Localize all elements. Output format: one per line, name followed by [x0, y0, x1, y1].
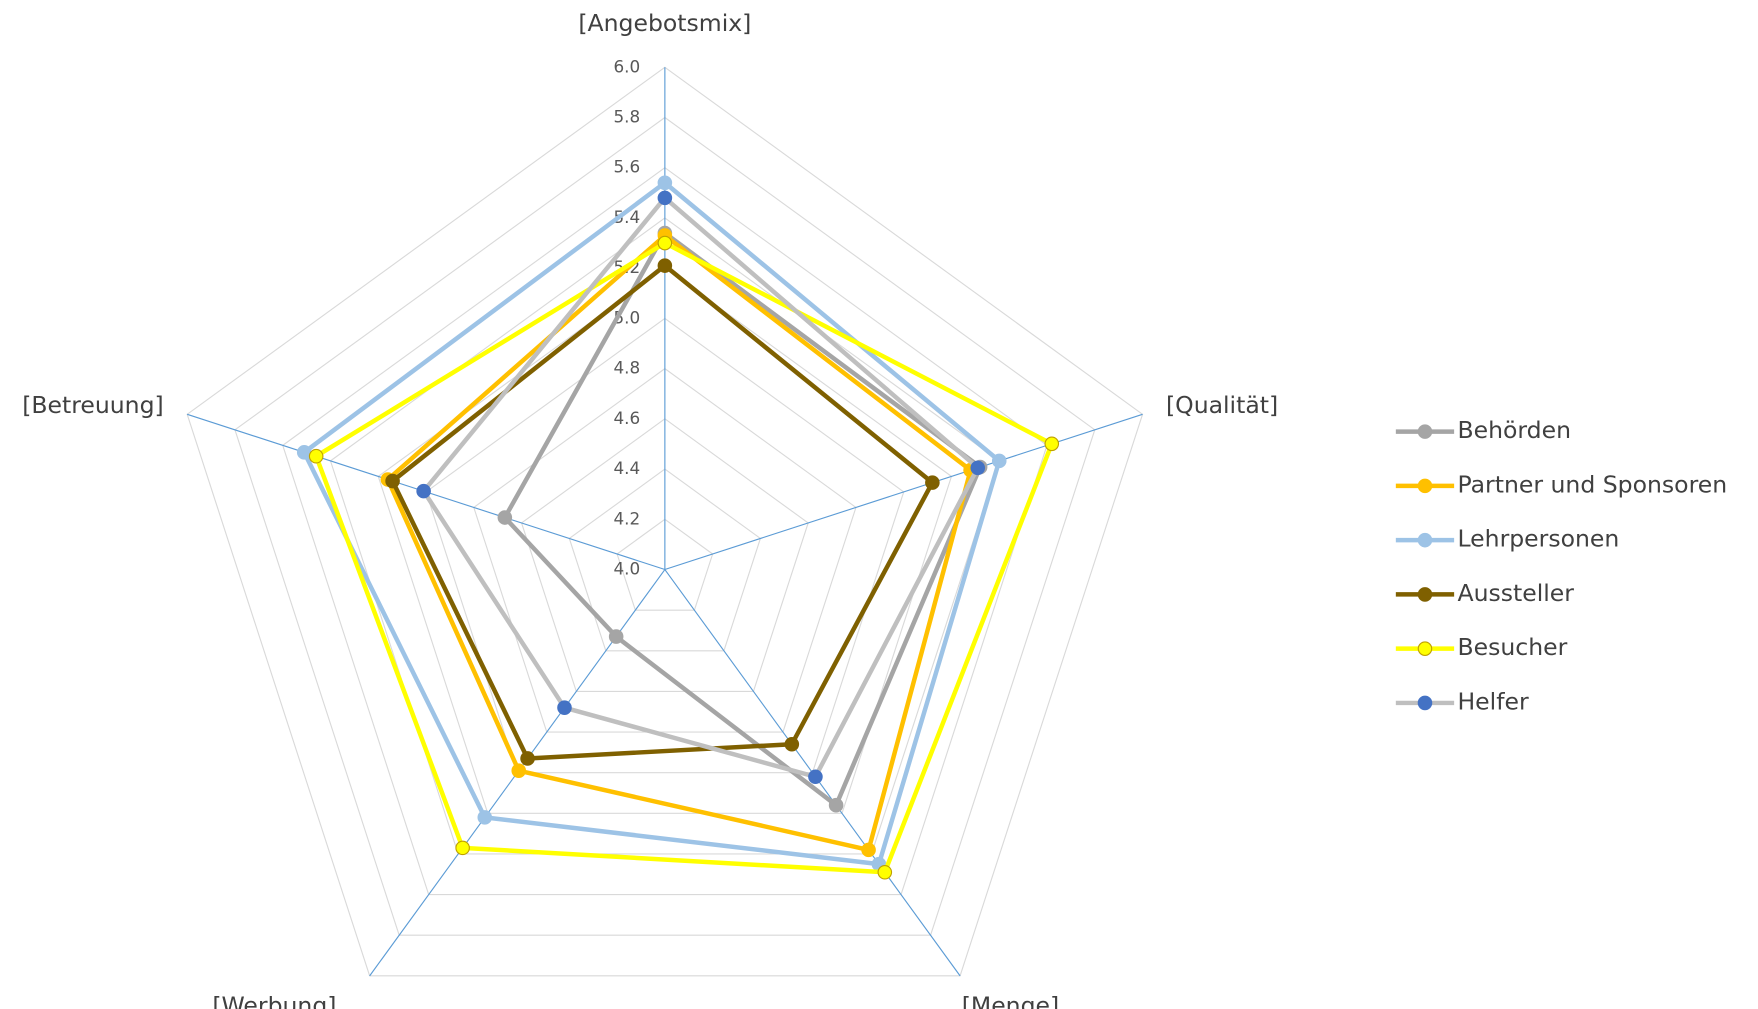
data-point: [477, 810, 493, 825]
r-tick-label: 6.0: [613, 56, 640, 76]
r-tick-label: 5.6: [613, 157, 640, 177]
data-point: [657, 258, 673, 273]
legend-marker: [1417, 695, 1433, 711]
data-point: [416, 483, 431, 499]
legend-marker: [1417, 641, 1433, 656]
axis-label: [Menge]: [962, 992, 1059, 1009]
data-point: [657, 235, 673, 251]
axis-spoke: [664, 413, 1143, 571]
r-tick-label: 4.8: [613, 358, 640, 378]
data-point: [511, 763, 527, 778]
data-point: [784, 736, 800, 752]
legend-label: Helfer: [1457, 687, 1528, 715]
data-point: [657, 175, 673, 191]
axis-label: [Qualität]: [1166, 391, 1278, 419]
legend-label: Lehrpersonen: [1457, 525, 1619, 553]
grid-line: [425, 317, 905, 774]
grid-line: [282, 167, 1048, 896]
series-line: [390, 263, 935, 761]
legend-label: Partner und Sponsoren: [1457, 470, 1727, 498]
r-tick-label: 4.2: [613, 508, 640, 528]
data-point: [808, 769, 823, 785]
r-tick-label: 4.6: [613, 408, 640, 428]
data-point: [877, 864, 893, 880]
grid-line: [473, 367, 857, 733]
data-point: [497, 510, 513, 525]
data-point: [991, 453, 1007, 469]
data-point: [557, 700, 572, 715]
data-point: [608, 629, 624, 644]
series-line: [301, 180, 1002, 867]
series-line: [313, 240, 1055, 875]
legend-label: Aussteller: [1457, 579, 1574, 607]
data-point: [657, 190, 673, 206]
axis-label: [Angebotsmix]: [578, 9, 751, 37]
data-point: [925, 475, 940, 490]
legend-label: Behörden: [1457, 416, 1571, 444]
legend-marker: [1417, 478, 1433, 494]
grid-line: [616, 518, 714, 611]
r-tick-label: 5.4: [613, 207, 640, 227]
series-line: [385, 233, 973, 853]
legend-label: Besucher: [1457, 633, 1567, 661]
r-tick-label: 4.0: [613, 559, 640, 579]
grid-line: [186, 66, 1144, 977]
grid-line: [568, 468, 762, 652]
series-line: [421, 195, 980, 779]
r-tick-label: 4.4: [613, 458, 640, 478]
grid-line: [377, 267, 953, 814]
data-point: [970, 460, 986, 476]
legend-marker: [1417, 424, 1433, 439]
data-point: [520, 751, 535, 766]
data-point: [861, 842, 876, 858]
data-point: [828, 797, 844, 813]
grid-line: [234, 116, 1096, 936]
axis-label: [Werbung]: [212, 992, 336, 1009]
data-point: [385, 473, 400, 489]
legend-marker: [1417, 532, 1433, 548]
grid-line: [329, 217, 1000, 855]
series-line: [502, 230, 983, 808]
data-point: [308, 448, 324, 464]
grid-line: [520, 418, 809, 692]
r-tick-label: 5.8: [613, 106, 640, 126]
axis-label: [Betreuung]: [22, 391, 164, 419]
data-point: [1044, 436, 1060, 452]
legend-marker: [1417, 587, 1433, 602]
data-point: [455, 840, 470, 856]
